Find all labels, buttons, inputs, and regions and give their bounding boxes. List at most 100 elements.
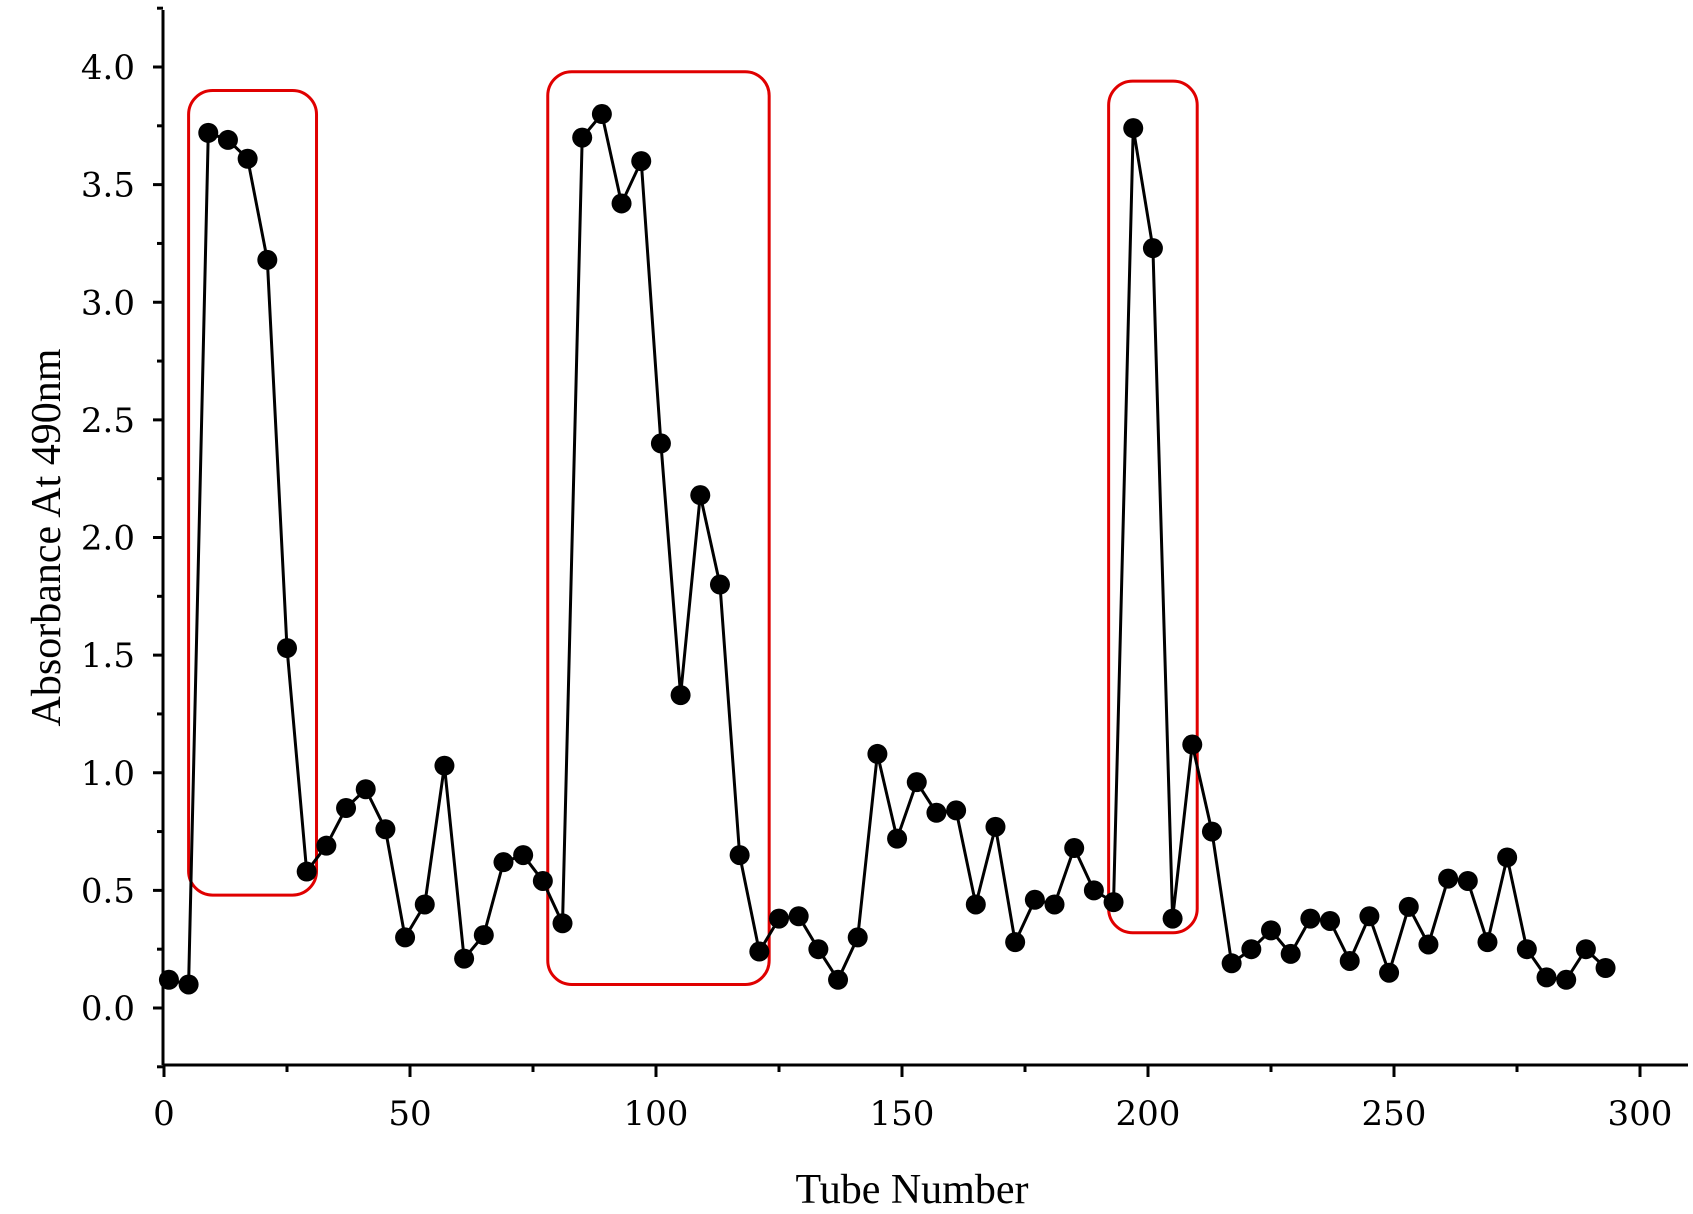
- data-point: [1024, 889, 1045, 910]
- data-point: [1064, 838, 1085, 859]
- data-point: [1182, 734, 1203, 755]
- data-point: [847, 927, 868, 948]
- data-point: [729, 845, 750, 866]
- data-point: [336, 798, 357, 819]
- data-point: [217, 129, 238, 150]
- data-point: [946, 800, 967, 821]
- data-point: [1241, 939, 1262, 960]
- x-tick-label: 150: [870, 1094, 935, 1134]
- data-point: [1300, 908, 1321, 929]
- y-tick-label: 1.0: [81, 754, 135, 794]
- data-point: [493, 852, 514, 873]
- data-point: [395, 927, 416, 948]
- data-point: [828, 969, 849, 990]
- data-point: [1556, 969, 1577, 990]
- data-point: [473, 925, 494, 946]
- y-tick-label: 0.5: [81, 871, 135, 911]
- x-tick-label: 250: [1362, 1094, 1427, 1134]
- data-point: [1261, 920, 1281, 941]
- data-point: [237, 148, 258, 169]
- x-tick-label: 300: [1608, 1094, 1673, 1134]
- data-point: [1083, 880, 1104, 901]
- data-point: [277, 638, 297, 659]
- data-point: [1162, 908, 1183, 929]
- data-point: [749, 941, 770, 962]
- x-tick-label: 200: [1116, 1094, 1181, 1134]
- data-point: [316, 835, 337, 856]
- data-point: [788, 906, 809, 927]
- data-point: [178, 974, 199, 995]
- y-tick-label: 3.5: [81, 166, 135, 206]
- y-tick-label: 2.5: [81, 401, 135, 441]
- y-axis-title: Absorbance At 490nm: [24, 348, 70, 726]
- data-point: [434, 755, 455, 776]
- data-point: [591, 104, 612, 125]
- y-tick-label: 2.0: [81, 519, 135, 559]
- data-point: [572, 127, 593, 148]
- y-tick-label: 3.0: [81, 283, 135, 323]
- data-point: [1536, 967, 1557, 988]
- data-point: [1339, 950, 1360, 971]
- series-line: [168, 110, 1607, 987]
- data-point: [1221, 953, 1242, 974]
- data-point: [1379, 962, 1400, 983]
- data-point: [611, 193, 632, 214]
- peak-highlight-box: [1107, 79, 1199, 935]
- data-point: [532, 870, 553, 891]
- data-point: [1418, 934, 1439, 955]
- tick-labels: 0.0 0.5 1.0 1.5 2.0 2.5 3.0 3.5 4.0 0 50 100 150 200 2…: [81, 48, 1673, 1134]
- data-point: [1595, 958, 1616, 979]
- data-point: [1497, 847, 1518, 868]
- data-point: [965, 894, 986, 915]
- axes: [161, 10, 1688, 1067]
- peak-highlight-box: [187, 89, 319, 897]
- data-point: [709, 574, 730, 595]
- data-point: [1142, 238, 1163, 259]
- data-point: [906, 772, 927, 793]
- x-tick-label: 100: [624, 1094, 689, 1134]
- data-point: [1477, 932, 1498, 953]
- x-axis-title: Tube Number: [796, 1167, 1029, 1213]
- data-point: [985, 816, 1006, 837]
- data-point: [1575, 939, 1596, 960]
- data-point: [808, 939, 829, 960]
- tick-marks: [153, 6, 1642, 1077]
- peak-highlight-box: [546, 70, 771, 986]
- data-point: [769, 908, 789, 929]
- data-point: [1005, 932, 1026, 953]
- data-point: [355, 779, 376, 800]
- data-point: [1398, 896, 1419, 917]
- y-tick-label: 1.5: [81, 636, 135, 676]
- data-point: [926, 802, 947, 823]
- data-point: [670, 685, 691, 706]
- data-point: [650, 433, 671, 454]
- data-point: [867, 743, 888, 764]
- data-point: [513, 845, 534, 866]
- data-point: [631, 151, 652, 172]
- x-tick-label: 0: [153, 1094, 175, 1134]
- data-point: [198, 122, 219, 143]
- highlight-boxes: [187, 70, 1199, 986]
- data-point: [1359, 906, 1380, 927]
- data-point: [887, 828, 908, 849]
- data-point: [1103, 892, 1124, 913]
- data-series: [158, 104, 1616, 995]
- data-point: [1320, 910, 1341, 931]
- x-tick-label: 50: [388, 1094, 431, 1134]
- data-point: [296, 861, 317, 882]
- data-point: [552, 913, 573, 934]
- data-point: [414, 894, 435, 915]
- data-point: [1280, 943, 1301, 964]
- data-point: [257, 249, 278, 270]
- data-point: [690, 485, 711, 506]
- y-tick-label: 0.0: [81, 989, 135, 1029]
- data-point: [375, 819, 396, 840]
- data-point: [1516, 939, 1537, 960]
- data-point: [1123, 118, 1144, 139]
- y-tick-label: 4.0: [81, 48, 135, 88]
- data-point: [1201, 821, 1222, 842]
- data-point: [1438, 868, 1459, 889]
- data-point: [454, 948, 475, 969]
- data-point: [1044, 894, 1065, 915]
